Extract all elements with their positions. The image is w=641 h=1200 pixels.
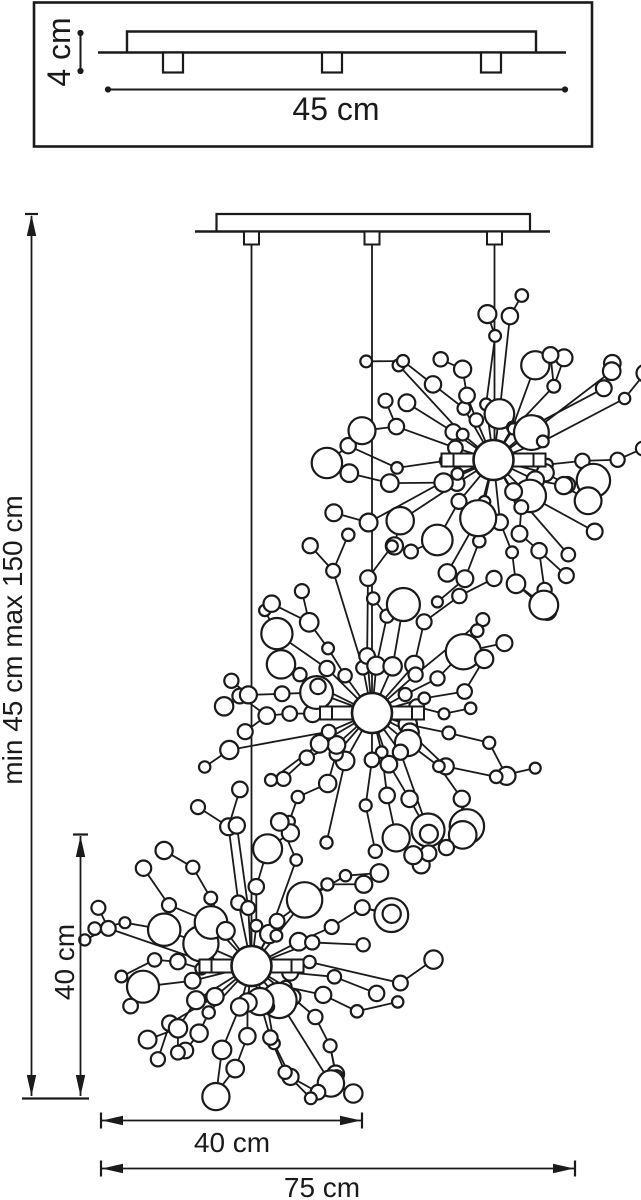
burst-beads [310, 288, 641, 622]
pendant-front-view: min 45 cm max 150 cm 40 cm 40 cm 75 [0, 212, 641, 1200]
cord-connector [363, 230, 381, 246]
hub-sphere [350, 691, 394, 735]
burst-beads [197, 527, 542, 875]
canopy-width-label: 45 cm [292, 91, 379, 127]
drop-range-dimension: min 45 cm max 150 cm [0, 212, 89, 1100]
drop-range-label: min 45 cm max 150 cm [0, 495, 28, 784]
canopy-plate [125, 30, 538, 53]
burst-lamps [78, 288, 641, 1112]
canopy-box-border [32, 1, 594, 148]
cluster-drop-dimension: 40 cm [49, 833, 88, 1096]
cord-connector [243, 230, 260, 246]
canopy-connector [320, 51, 344, 74]
canopy-connector [161, 51, 185, 74]
cluster-width-label: 40 cm [194, 1127, 270, 1158]
cord-connector [486, 230, 503, 246]
canopy-width-dimension: 45 cm [104, 86, 569, 127]
hub-sphere [230, 944, 273, 988]
ceiling-plate [215, 212, 532, 232]
burst-lamp [310, 288, 641, 622]
canopy-side-view: 4 cm 45 cm [32, 1, 594, 148]
canopy-connector [479, 51, 503, 74]
cluster-width-dimension: 40 cm [99, 1112, 364, 1158]
burst-beads [78, 780, 444, 1112]
hub-sphere [472, 438, 515, 482]
burst-lamp [197, 527, 542, 875]
overall-width-dimension: 75 cm [99, 1160, 577, 1200]
cluster-drop-label: 40 cm [49, 924, 80, 1000]
burst-lamp [78, 780, 444, 1112]
overall-width-label: 75 cm [284, 1172, 360, 1200]
canopy-height-label: 4 cm [41, 17, 77, 86]
canopy-height-dimension: 4 cm [41, 17, 84, 87]
